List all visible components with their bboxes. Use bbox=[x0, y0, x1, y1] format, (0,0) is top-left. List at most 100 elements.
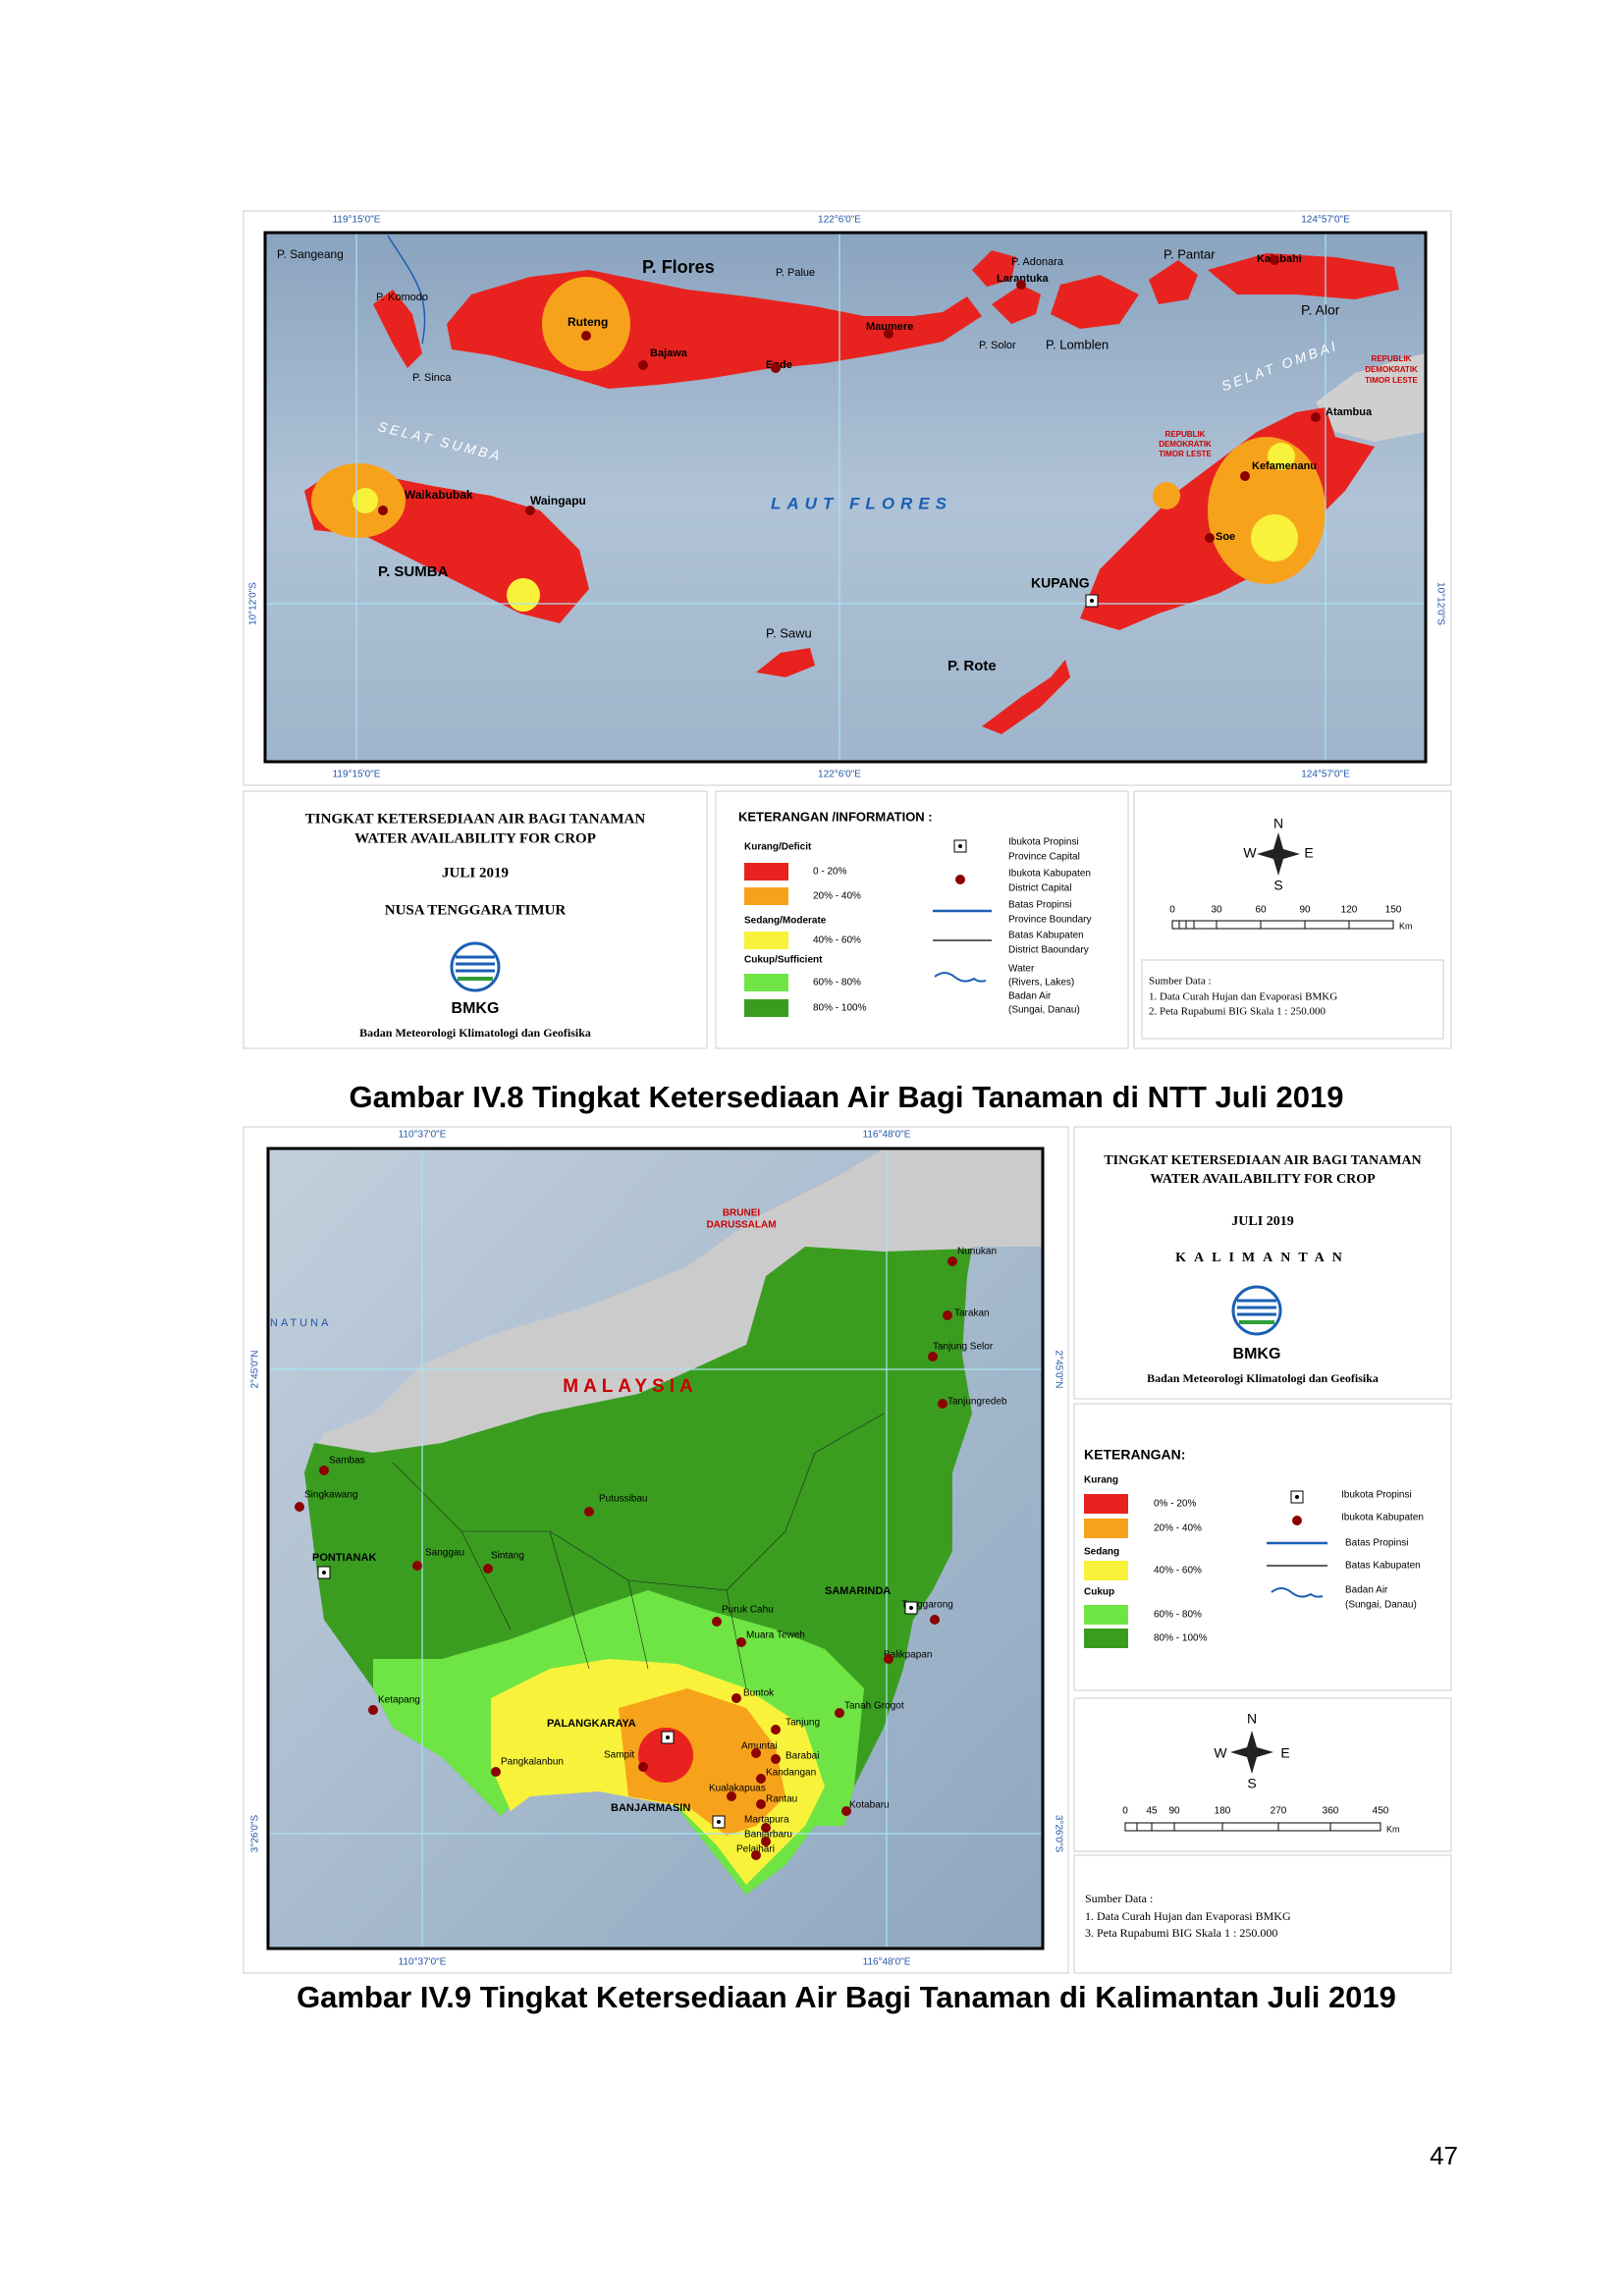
label: 30 bbox=[1211, 905, 1222, 916]
label: Batas Propinsi bbox=[1008, 900, 1071, 911]
legend-swatch bbox=[744, 999, 788, 1017]
legend-swatch bbox=[1084, 1561, 1128, 1580]
label: 2. Peta Rupabumi BIG Skala 1 : 250.000 bbox=[1149, 1006, 1326, 1018]
label: 3. Peta Rupabumi BIG Skala 1 : 250.000 bbox=[1085, 1926, 1277, 1940]
label: DEMOKRATIK bbox=[1159, 440, 1212, 449]
label: 2°45'0"N bbox=[1053, 1351, 1063, 1389]
label: 60 bbox=[1255, 905, 1267, 916]
district-capital bbox=[412, 1561, 422, 1571]
label: Barabai bbox=[785, 1751, 819, 1762]
label: Tarakan bbox=[954, 1308, 990, 1319]
kalimantan-map bbox=[268, 1148, 1043, 1949]
district-capital bbox=[771, 1725, 781, 1735]
label: 124°57'0"E bbox=[1301, 770, 1350, 780]
district-capital bbox=[1205, 533, 1215, 543]
label: 124°57'0"E bbox=[1301, 215, 1350, 226]
legend-swatch bbox=[744, 932, 788, 949]
source-panel bbox=[1073, 1854, 1452, 1974]
label: Bajawa bbox=[650, 347, 688, 359]
label: P. Alor bbox=[1301, 302, 1340, 318]
logo bbox=[1231, 1285, 1282, 1336]
district-capital bbox=[581, 331, 591, 341]
label: Cukup/Sufficient bbox=[744, 955, 823, 966]
label: KALIMANTAN bbox=[1175, 1251, 1350, 1265]
ntt-map bbox=[265, 233, 1426, 762]
label: Waingapu bbox=[530, 494, 586, 507]
label: 122°6'0"E bbox=[818, 215, 861, 226]
label: 180 bbox=[1215, 1806, 1231, 1817]
label: 122°6'0"E bbox=[818, 770, 861, 780]
label: KUPANG bbox=[1031, 575, 1090, 591]
label: Ruteng bbox=[568, 315, 608, 329]
label: S bbox=[1273, 878, 1282, 893]
label: WATER AVAILABILITY FOR CROP bbox=[1150, 1172, 1376, 1187]
label: Singkawang bbox=[304, 1490, 357, 1501]
district-capital bbox=[483, 1564, 493, 1574]
label: 1. Data Curah Hujan dan Evaporasi BMKG bbox=[1085, 1909, 1291, 1923]
label: Badan Air bbox=[1008, 991, 1052, 1002]
district-capital bbox=[884, 329, 893, 339]
map-border bbox=[263, 231, 1428, 764]
district-capital bbox=[761, 1823, 771, 1833]
province-capital-dot bbox=[958, 844, 962, 848]
label: 120 bbox=[1341, 905, 1358, 916]
label: DARUSSALAM bbox=[706, 1220, 776, 1231]
district-capital bbox=[835, 1708, 844, 1718]
compass bbox=[1230, 1731, 1273, 1774]
label: P. SUMBA bbox=[378, 563, 449, 580]
label: P. Rote bbox=[947, 658, 997, 674]
label: Ibukota Propinsi bbox=[1341, 1490, 1412, 1501]
label: KETERANGAN: bbox=[1084, 1447, 1185, 1463]
legend-swatch bbox=[1084, 1494, 1128, 1514]
label: Batas Kabupaten bbox=[1345, 1561, 1421, 1572]
label: Kandangan bbox=[766, 1768, 816, 1779]
label: Tanjung bbox=[785, 1718, 820, 1729]
label: NATUNA bbox=[270, 1317, 331, 1329]
district-capital bbox=[955, 875, 965, 884]
label: PALANGKARAYA bbox=[547, 1718, 636, 1730]
district-capital bbox=[938, 1399, 947, 1409]
label: (Rivers, Lakes) bbox=[1008, 978, 1074, 988]
label: Kualakapuas bbox=[709, 1784, 766, 1794]
label: 2°45'0"N bbox=[250, 1351, 261, 1389]
water-symbol bbox=[934, 972, 987, 983]
label: 60% - 80% bbox=[1154, 1610, 1202, 1621]
label: P. Flores bbox=[642, 257, 715, 277]
label: Pelaihari bbox=[736, 1844, 775, 1855]
district-capital bbox=[884, 1654, 893, 1664]
label: Kalabahi bbox=[1257, 253, 1302, 265]
district-capital bbox=[727, 1791, 736, 1801]
legend-swatch bbox=[1084, 1629, 1128, 1648]
label: W bbox=[1214, 1745, 1227, 1761]
label: TINGKAT KETERSEDIAAN AIR BAGI TANAMAN bbox=[305, 811, 646, 827]
label: Buntok bbox=[743, 1688, 775, 1699]
label: Tanjung Selor bbox=[933, 1342, 994, 1353]
label: 10°12'0"S bbox=[1435, 582, 1445, 625]
label: SAMARINDA bbox=[825, 1585, 891, 1597]
label: 20% - 40% bbox=[813, 891, 861, 902]
district-capital bbox=[736, 1637, 746, 1647]
label: Tenggarong bbox=[901, 1600, 953, 1611]
label: BMKG bbox=[1233, 1346, 1281, 1362]
label: 119°15'0"E bbox=[333, 770, 381, 780]
label: 150 bbox=[1385, 905, 1402, 916]
label: E bbox=[1304, 845, 1313, 861]
district-capital bbox=[928, 1352, 938, 1362]
province-capital-dot bbox=[666, 1735, 670, 1739]
district-capital bbox=[368, 1705, 378, 1715]
label: P. Sangeang bbox=[277, 247, 344, 261]
province-capital-dot bbox=[717, 1820, 721, 1824]
label: Waikabubak bbox=[405, 488, 473, 502]
label: Sedang bbox=[1084, 1547, 1119, 1558]
page-number: 47 bbox=[1430, 2141, 1458, 2170]
label: P. Pantar bbox=[1164, 246, 1216, 261]
label: Kotabaru bbox=[849, 1800, 890, 1811]
caption: Gambar IV.9 Tingkat Ketersediaan Air Bag… bbox=[297, 1980, 1396, 2014]
label: Batas Kabupaten bbox=[1008, 931, 1084, 941]
label: 119°15'0"E bbox=[333, 215, 381, 226]
label: BMKG bbox=[452, 1000, 500, 1017]
caption: Gambar IV.8 Tingkat Ketersediaan Air Bag… bbox=[349, 1080, 1343, 1114]
label: Muara Teweh bbox=[746, 1630, 805, 1641]
district-capital bbox=[712, 1617, 722, 1627]
